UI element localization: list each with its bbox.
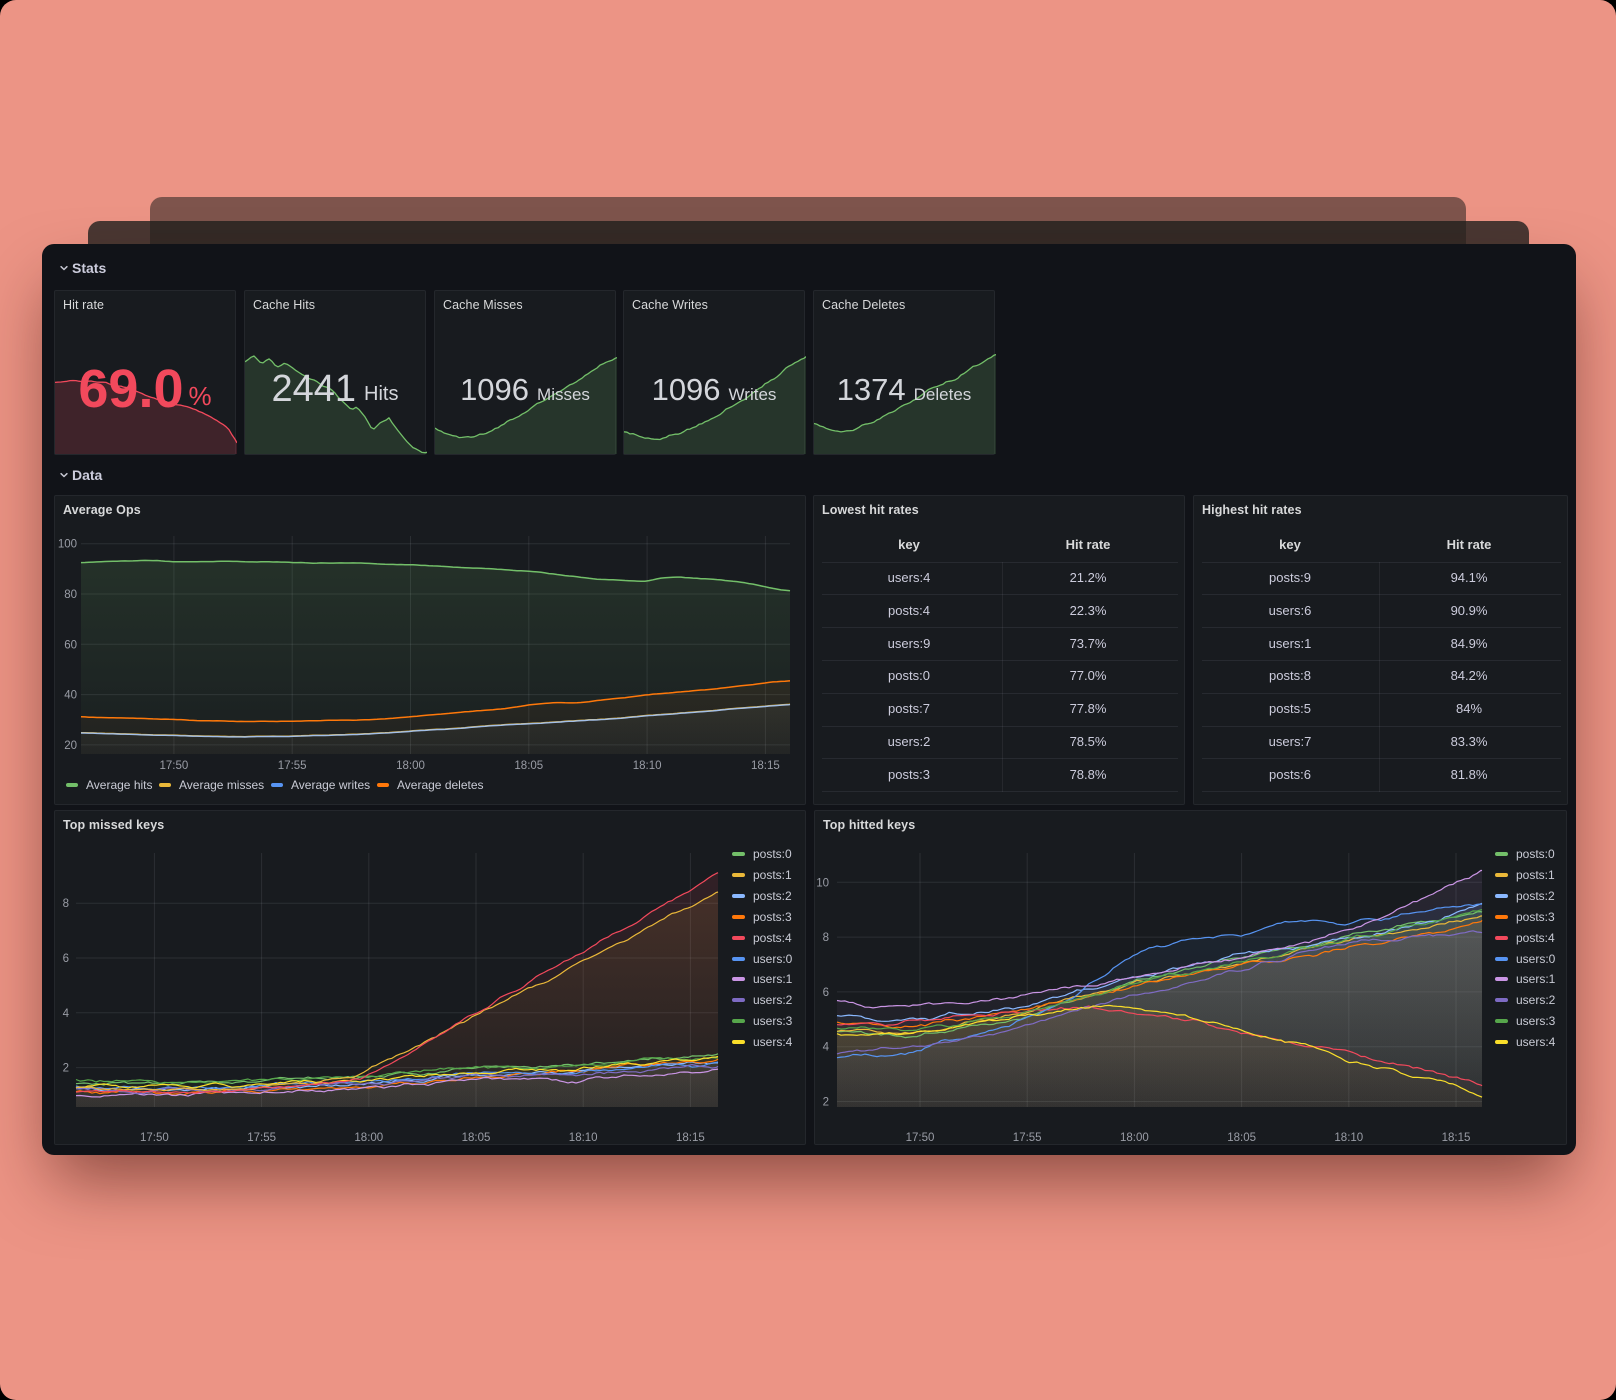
svg-text:100: 100 — [58, 539, 77, 551]
svg-text:18:05: 18:05 — [462, 1132, 491, 1144]
svg-text:2: 2 — [823, 1097, 829, 1109]
svg-text:2: 2 — [63, 1063, 69, 1075]
svg-text:6: 6 — [63, 953, 69, 965]
svg-text:18:10: 18:10 — [1334, 1132, 1363, 1144]
svg-text:40: 40 — [64, 690, 77, 702]
svg-text:4: 4 — [63, 1008, 70, 1020]
svg-text:17:50: 17:50 — [140, 1132, 169, 1144]
svg-text:18:05: 18:05 — [1227, 1132, 1256, 1144]
svg-text:18:15: 18:15 — [676, 1132, 705, 1144]
svg-text:18:10: 18:10 — [633, 760, 662, 772]
svg-text:17:55: 17:55 — [247, 1132, 276, 1144]
svg-text:20: 20 — [64, 740, 77, 752]
svg-text:6: 6 — [823, 987, 829, 999]
svg-text:18:00: 18:00 — [354, 1132, 383, 1144]
svg-text:17:55: 17:55 — [1013, 1132, 1042, 1144]
svg-text:60: 60 — [64, 639, 77, 651]
svg-text:17:50: 17:50 — [160, 760, 189, 772]
svg-text:8: 8 — [823, 932, 829, 944]
svg-text:10: 10 — [816, 877, 829, 889]
svg-text:17:55: 17:55 — [278, 760, 307, 772]
svg-text:17:50: 17:50 — [906, 1132, 935, 1144]
svg-text:18:05: 18:05 — [514, 760, 543, 772]
svg-text:8: 8 — [63, 898, 69, 910]
svg-text:18:15: 18:15 — [751, 760, 780, 772]
svg-text:18:15: 18:15 — [1442, 1132, 1471, 1144]
svg-text:4: 4 — [823, 1042, 830, 1054]
svg-text:80: 80 — [64, 589, 77, 601]
svg-text:18:10: 18:10 — [569, 1132, 598, 1144]
svg-text:18:00: 18:00 — [1120, 1132, 1149, 1144]
svg-text:18:00: 18:00 — [396, 760, 425, 772]
